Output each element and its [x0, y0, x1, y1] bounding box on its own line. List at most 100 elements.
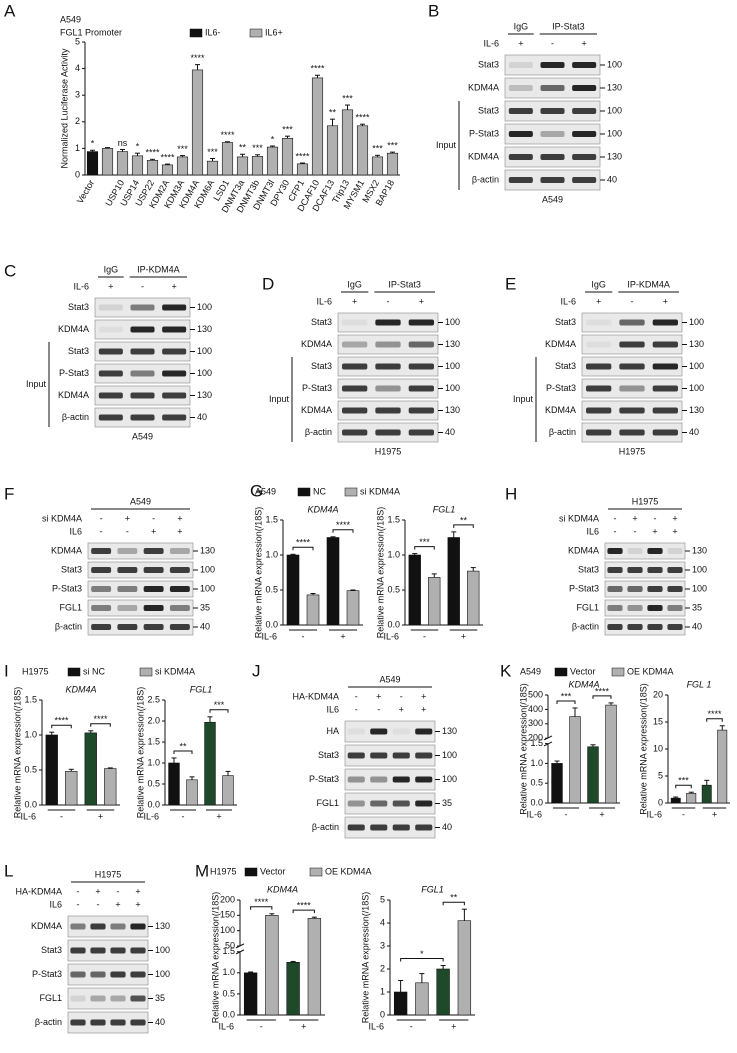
x-group-label: +: [98, 811, 103, 821]
x-axis-label: IL-6: [646, 809, 662, 819]
band: [667, 624, 683, 630]
lane-mark: -: [117, 886, 120, 896]
x-axis-label: IL-6: [20, 811, 36, 821]
bar: [161, 164, 174, 176]
panel-letter: D: [262, 274, 274, 293]
panel-letter: J: [252, 661, 261, 680]
x-group-label: +: [301, 1021, 306, 1031]
row-label: β-actin: [62, 412, 89, 422]
band: [586, 319, 612, 326]
row-label: Stat3: [61, 564, 82, 574]
comparison-label: ****: [254, 897, 269, 907]
y-tick-label: 1.5: [387, 514, 400, 524]
comparison-bracket: [675, 784, 692, 789]
band: [586, 341, 612, 348]
comparison-label: **: [450, 893, 458, 903]
x-group-label: -: [182, 811, 185, 821]
band: [162, 392, 187, 399]
comparison-bracket: [706, 718, 723, 722]
lane-mark: +: [518, 38, 523, 48]
x-tick-label: Vector: [75, 178, 96, 205]
band: [408, 319, 434, 326]
legend-label: OE KDM4A: [325, 866, 372, 876]
lane-group-label: IgG: [347, 279, 362, 289]
band: [586, 429, 612, 436]
x-group-label: -: [60, 811, 63, 821]
lane-mark: -: [77, 899, 80, 909]
y-tick-label: 4: [380, 917, 385, 927]
band: [508, 108, 533, 114]
legend-swatch: [189, 28, 203, 38]
panel-letter: K: [500, 661, 512, 680]
lane-group-label: IP-Stat3: [388, 279, 421, 289]
band: [652, 341, 678, 348]
band: [130, 1019, 146, 1026]
band: [70, 1019, 86, 1026]
band: [130, 304, 155, 311]
row-label: KDM4A: [51, 545, 82, 555]
comparison-label: ***: [561, 691, 572, 701]
row-label: β-actin: [472, 174, 499, 184]
comparison-bracket: [250, 906, 273, 910]
row-label: β-actin: [549, 427, 576, 437]
lane-mark: -: [614, 513, 617, 523]
band: [619, 363, 645, 370]
band: [408, 385, 434, 392]
comparison-label: ****: [54, 716, 69, 726]
y-tick-label: 1: [75, 143, 80, 153]
chart-title: KDM4A: [267, 884, 298, 894]
input-label: Input: [513, 394, 534, 404]
y-tick-label: 0.0: [147, 799, 160, 809]
row-label: P-Stat3: [302, 383, 332, 393]
band: [91, 548, 112, 554]
panel-letter: G: [250, 481, 263, 500]
row-label: KDM4A: [31, 921, 62, 931]
band: [70, 995, 86, 1002]
x-axis-label: IL-6: [526, 809, 542, 819]
lane-mark: +: [652, 526, 657, 536]
y-tick-label: 0.0: [222, 1009, 235, 1019]
band: [90, 947, 106, 954]
panel-letter: H: [505, 484, 517, 503]
bar: [45, 734, 58, 806]
band: [415, 752, 433, 759]
band: [98, 326, 123, 333]
lane-mark: -: [355, 704, 358, 714]
significance-label: ****: [310, 64, 325, 74]
mw-label: 100: [200, 583, 215, 593]
band: [652, 385, 678, 392]
lane-mark: -: [614, 526, 617, 536]
band: [370, 800, 388, 807]
band: [98, 370, 123, 377]
band: [162, 414, 187, 421]
lane-group-label: IgG: [591, 279, 606, 289]
mw-label: 100: [445, 317, 460, 327]
lane-row-label: si KDM4A: [559, 513, 599, 523]
lane-row-label: si KDM4A: [42, 513, 82, 523]
row-label: Stat3: [311, 317, 332, 327]
legend-label: IL6+: [265, 27, 283, 37]
band: [586, 407, 612, 414]
row-label: Stat3: [311, 361, 332, 371]
y-tick-label: 200: [220, 894, 235, 904]
bar: [307, 918, 322, 1016]
band: [647, 624, 663, 630]
lane-mark: +: [352, 296, 357, 306]
row-label: P-Stat3: [52, 583, 82, 593]
comparison-bracket: [400, 958, 444, 962]
band: [667, 548, 683, 554]
band: [143, 567, 164, 573]
mw-label: 40: [689, 427, 699, 437]
lane-mark: +: [672, 526, 677, 536]
band: [162, 348, 187, 355]
band: [143, 605, 164, 611]
lane-group-label: IP-KDM4A: [137, 264, 180, 274]
y-tick-label: 1.0: [530, 758, 543, 768]
mw-label: 40: [197, 412, 207, 422]
significance-label: ****: [145, 148, 160, 158]
band: [90, 971, 106, 978]
bar: [701, 784, 712, 804]
band: [619, 385, 645, 392]
bar: [569, 716, 581, 804]
band: [572, 131, 597, 137]
